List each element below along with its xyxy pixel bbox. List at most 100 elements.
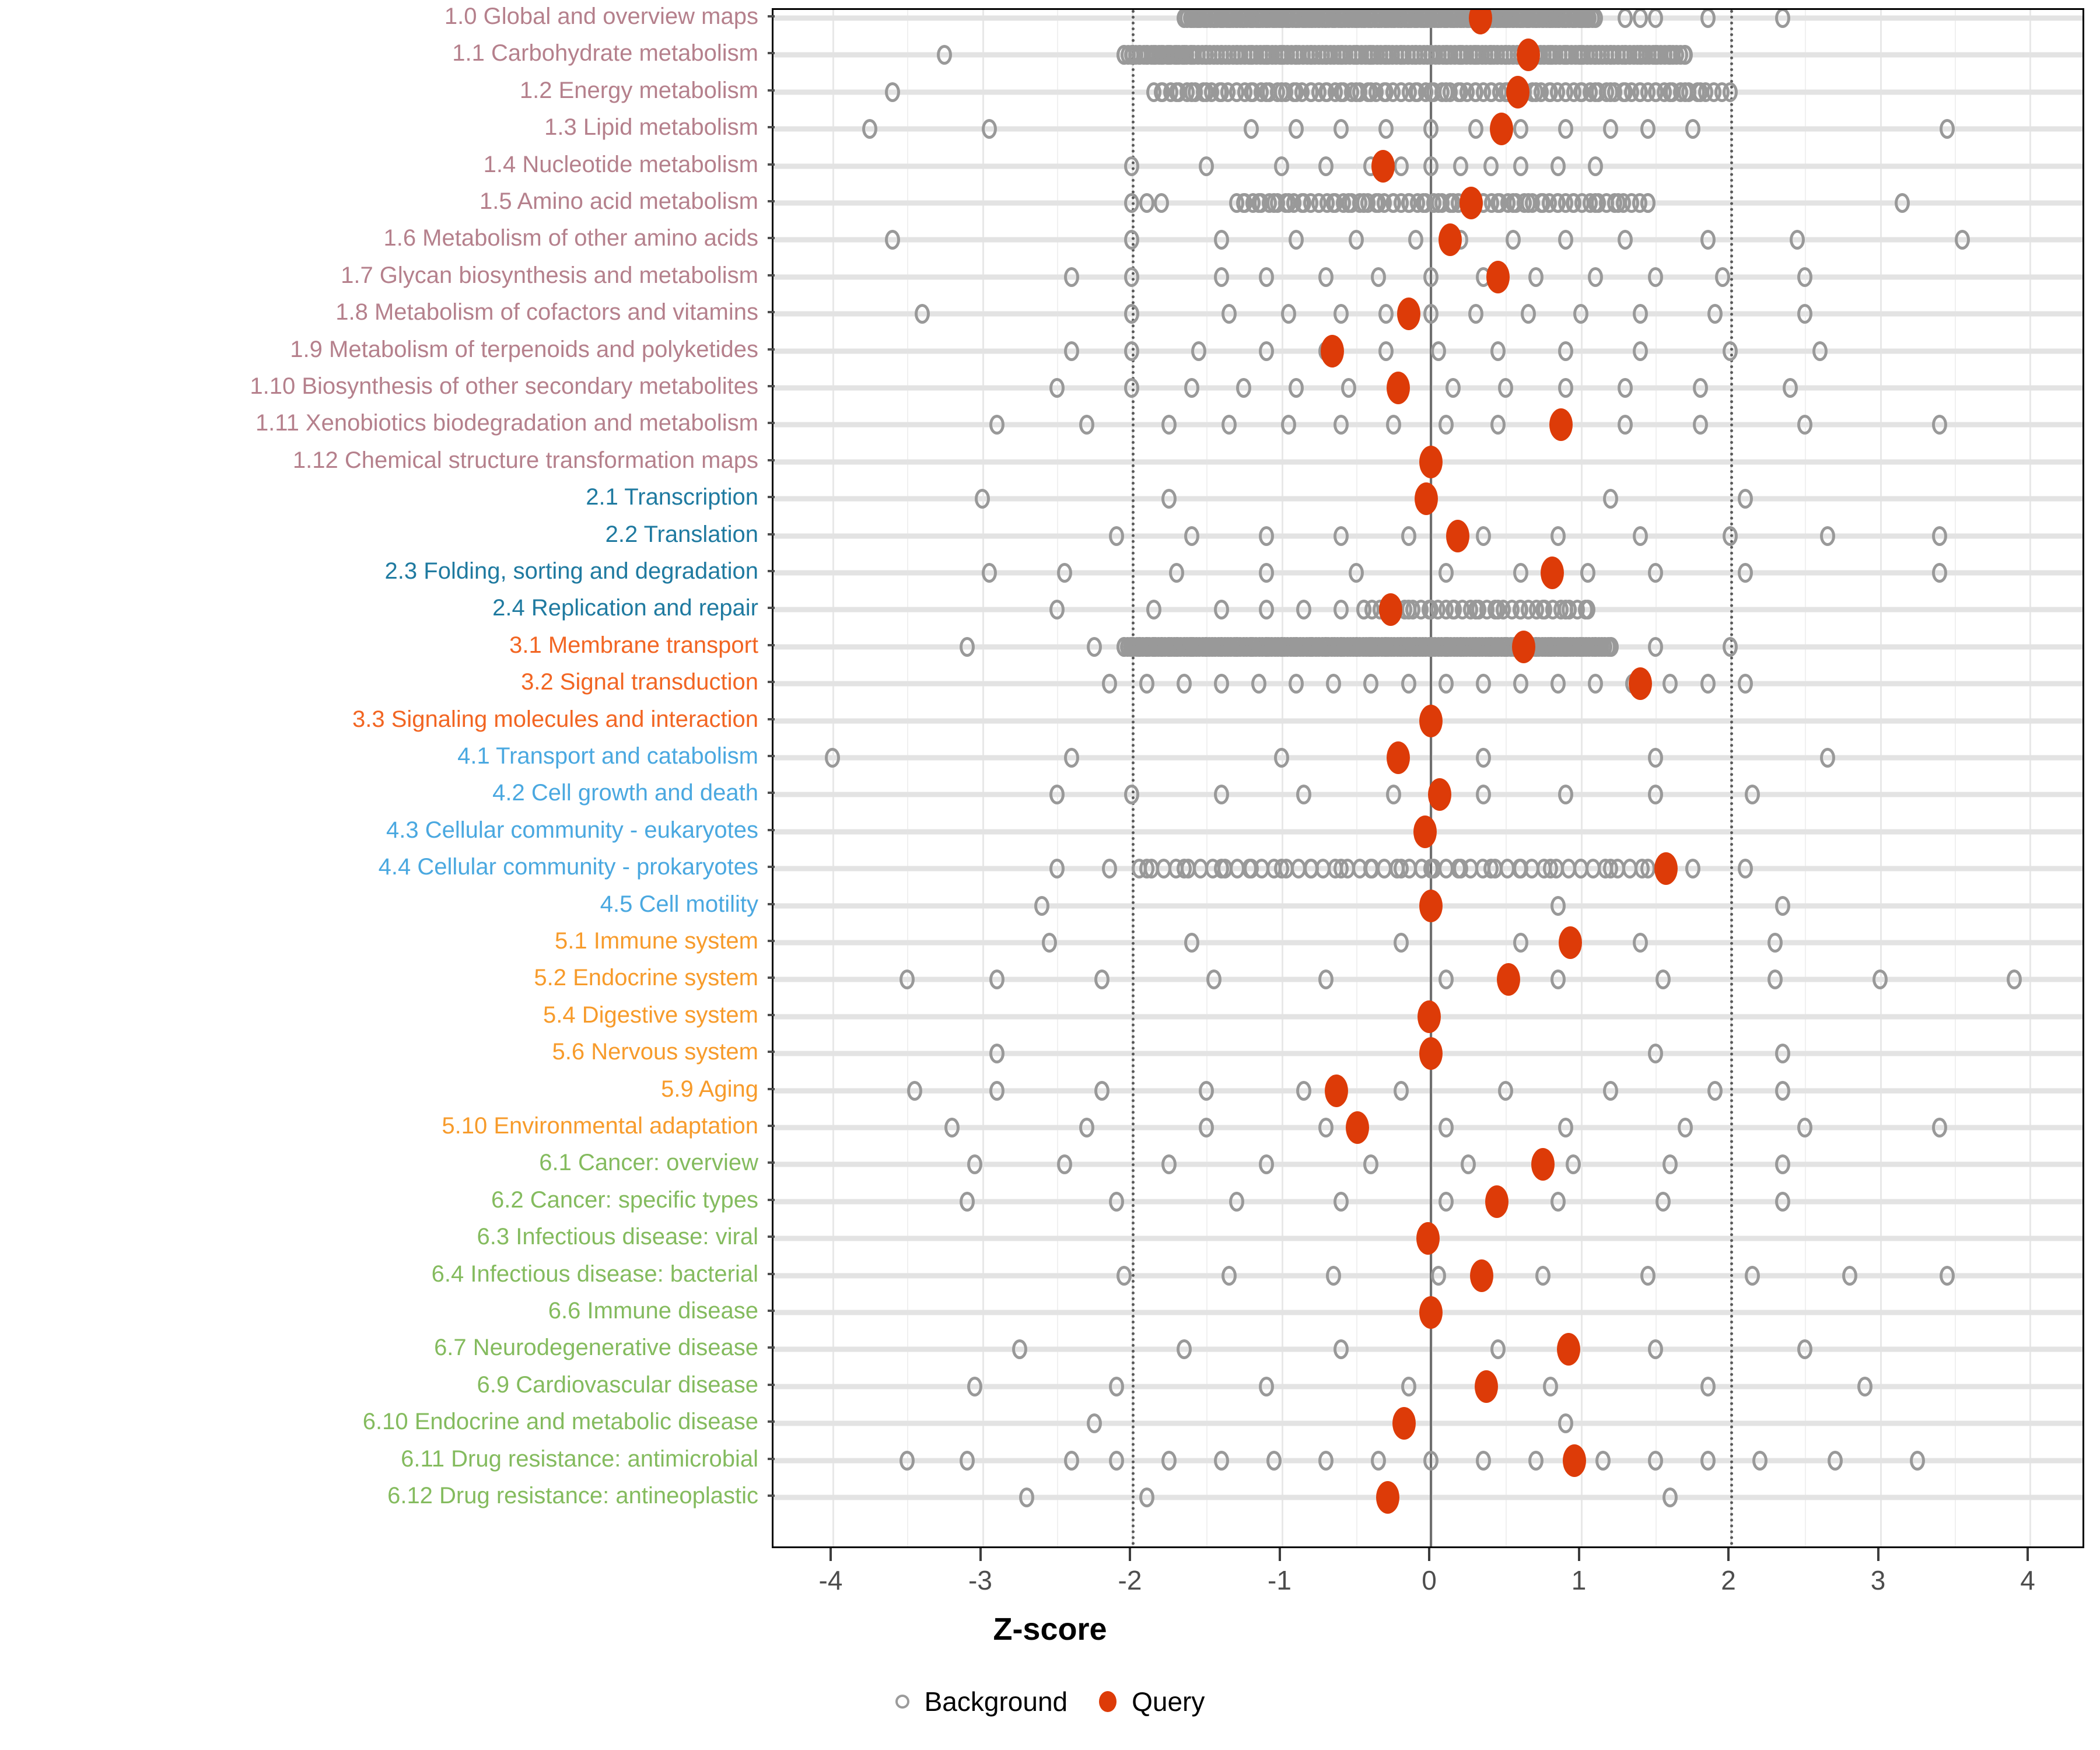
row-guide-line [774, 385, 2082, 391]
background-point [1363, 1154, 1379, 1175]
background-point [1767, 970, 1783, 990]
y-axis-label-6-6: 6.6 Immune disease [548, 1298, 758, 1324]
x-axis-tick [1129, 1548, 1131, 1561]
background-point [1161, 489, 1177, 509]
background-point [1647, 785, 1663, 805]
background-point [1640, 1265, 1656, 1286]
y-axis-tick [768, 940, 775, 942]
background-point [1550, 526, 1566, 546]
y-axis-tick [768, 52, 775, 55]
background-point [1124, 267, 1139, 287]
background-point [1558, 230, 1573, 250]
background-point [1318, 267, 1334, 287]
y-axis-label-6-11: 6.11 Drug resistance: antimicrobial [401, 1446, 758, 1472]
background-point [1513, 156, 1528, 176]
background-point [1565, 1154, 1581, 1175]
background-point [1326, 1265, 1342, 1286]
background-point [1513, 933, 1528, 953]
background-point [1490, 1339, 1506, 1360]
background-point [1139, 1488, 1154, 1507]
y-axis-label-1-8: 1.8 Metabolism of cofactors and vitamins [335, 299, 758, 326]
query-point [1413, 815, 1437, 848]
background-point [1124, 193, 1139, 213]
y-axis-tick [768, 348, 775, 351]
background-point [1797, 415, 1813, 435]
background-point [1213, 674, 1229, 694]
x-axis-tick [1577, 1548, 1580, 1561]
background-point [1408, 230, 1424, 250]
background-point [1737, 859, 1753, 879]
background-point [1423, 119, 1438, 139]
x-axis-tick-label: 3 [1870, 1565, 1886, 1595]
background-point [1326, 674, 1342, 694]
background-point [1857, 1376, 1873, 1396]
background-point [1318, 156, 1334, 176]
background-point [1438, 1191, 1454, 1212]
query-point [1392, 1407, 1416, 1440]
y-axis-tick [768, 1013, 775, 1016]
background-point [959, 1450, 975, 1471]
x-axis-tick [830, 1548, 832, 1561]
background-point [1438, 674, 1454, 694]
background-point [1124, 378, 1139, 398]
x-axis-tick-label: -2 [1118, 1565, 1142, 1595]
background-point [900, 1450, 915, 1471]
row-guide-line [774, 1088, 2082, 1094]
background-point [1146, 600, 1162, 620]
background-point [959, 636, 975, 657]
background-point [1700, 1376, 1716, 1396]
background-point [1528, 267, 1544, 287]
background-point [1819, 748, 1835, 768]
y-axis-tick [768, 533, 775, 536]
background-point [1289, 674, 1304, 694]
background-point [1633, 304, 1648, 324]
background-point [1378, 341, 1394, 361]
row-guide-line [774, 1161, 2082, 1167]
background-point [1318, 970, 1334, 990]
background-point [1334, 415, 1349, 435]
query-point [1419, 1037, 1443, 1070]
background-point [1595, 1450, 1611, 1471]
background-point [1109, 526, 1125, 546]
background-point [1334, 119, 1349, 139]
background-point [1258, 267, 1274, 287]
query-point [1386, 372, 1410, 404]
background-point [1281, 304, 1297, 324]
background-point [1578, 600, 1594, 620]
background-point [1221, 1265, 1237, 1286]
background-point [1618, 415, 1633, 435]
filled-circle-icon [1099, 1691, 1117, 1712]
legend-item-query: Query [1099, 1686, 1205, 1717]
background-point [1602, 489, 1618, 509]
y-axis-label-6-3: 6.3 Infectious disease: viral [477, 1224, 758, 1250]
background-point [1258, 341, 1274, 361]
y-axis-label-1-9: 1.9 Metabolism of terpenoids and polyket… [290, 336, 758, 362]
background-point [884, 230, 900, 250]
background-point [1954, 230, 1970, 250]
background-point [1685, 859, 1700, 879]
background-point [1438, 415, 1454, 435]
background-point [1139, 193, 1154, 213]
background-point [1723, 636, 1738, 657]
y-axis-tick [768, 1383, 775, 1386]
query-point [1470, 1259, 1494, 1292]
background-point [1700, 1450, 1716, 1471]
background-point [1079, 415, 1095, 435]
background-point [1273, 748, 1289, 768]
background-point [1079, 1118, 1095, 1138]
query-point [1376, 1481, 1399, 1514]
query-point [1415, 482, 1438, 516]
y-axis-label-2-3: 2.3 Folding, sorting and degradation [384, 558, 758, 584]
background-point [1258, 1376, 1274, 1396]
background-point [1348, 230, 1364, 250]
background-point [1715, 267, 1731, 287]
plot-area-wrapper: 1.0 Global and overview maps 1.1 Carbohyd… [250, 5, 2084, 1548]
background-point [1049, 600, 1065, 620]
background-point [1184, 933, 1199, 953]
query-point [1629, 667, 1653, 701]
background-point [1228, 1191, 1244, 1212]
y-axis-tick [768, 1125, 775, 1127]
background-point [1258, 526, 1274, 546]
background-point [1423, 1450, 1438, 1471]
y-axis-label-6-2: 6.2 Cancer: specific types [491, 1186, 758, 1213]
